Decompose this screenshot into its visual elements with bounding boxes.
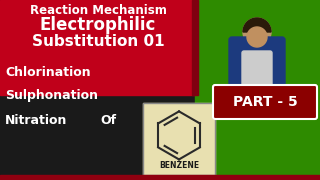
Text: BENZENE: BENZENE (159, 161, 199, 170)
Circle shape (247, 27, 267, 47)
Bar (192, 0, 198, 95)
Wedge shape (243, 18, 271, 32)
FancyBboxPatch shape (242, 51, 272, 90)
Text: Reaction Mechanism: Reaction Mechanism (29, 3, 166, 17)
Text: PART - 5: PART - 5 (233, 95, 297, 109)
Circle shape (243, 18, 271, 46)
Text: Nitration: Nitration (5, 114, 68, 127)
Bar (0, 175, 320, 180)
Text: Sulphonation: Sulphonation (5, 89, 98, 102)
Bar (143, 103, 215, 175)
Bar (143, 103, 215, 175)
FancyBboxPatch shape (229, 37, 285, 98)
Bar (0, 0, 195, 95)
Text: Electrophilic: Electrophilic (40, 16, 156, 34)
FancyBboxPatch shape (213, 85, 317, 119)
Text: Chlorination: Chlorination (5, 66, 91, 78)
Text: Substitution 01: Substitution 01 (32, 35, 164, 50)
Text: Of: Of (100, 114, 116, 127)
Bar (195, 0, 320, 180)
